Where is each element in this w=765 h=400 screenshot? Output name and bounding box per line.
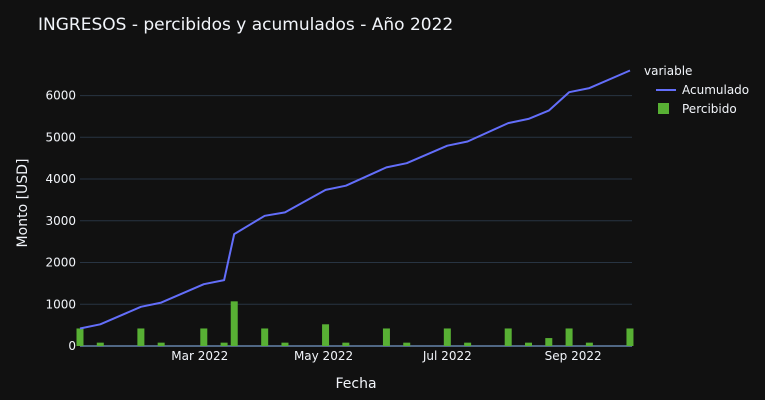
y-tick-label: 4000 <box>45 172 76 186</box>
bar[interactable] <box>565 328 573 346</box>
y-tick-label: 3000 <box>45 214 76 228</box>
legend: variable Acumulado Percibido <box>644 64 749 116</box>
bar[interactable] <box>230 301 238 346</box>
bar[interactable] <box>504 328 512 346</box>
series-line[interactable] <box>79 69 631 330</box>
x-tick-label: May 2022 <box>294 349 353 363</box>
legend-label-percibido[interactable]: Percibido <box>682 102 737 116</box>
legend-bar-swatch[interactable] <box>658 103 669 114</box>
x-axis-ticks: Mar 2022 May 2022 Jul 2022 Sep 2022 <box>171 349 601 363</box>
grid-lines <box>80 95 632 347</box>
x-tick-label: Mar 2022 <box>171 349 228 363</box>
bar[interactable] <box>76 328 84 346</box>
bar[interactable] <box>545 338 553 346</box>
bar[interactable] <box>200 328 208 346</box>
bar[interactable] <box>137 328 145 346</box>
bar[interactable] <box>322 324 330 346</box>
bar[interactable] <box>626 328 634 346</box>
y-tick-label: 5000 <box>45 130 76 144</box>
bar[interactable] <box>382 328 390 346</box>
y-axis-ticks: 0 1000 2000 3000 4000 5000 6000 <box>45 89 76 353</box>
bar[interactable] <box>157 342 165 346</box>
y-tick-label: 6000 <box>45 89 76 103</box>
bar[interactable] <box>281 342 289 346</box>
x-tick-label: Jul 2022 <box>422 349 472 363</box>
x-tick-label: Sep 2022 <box>545 349 602 363</box>
bar[interactable] <box>220 342 228 346</box>
bar[interactable] <box>585 342 593 346</box>
y-tick-label: 1000 <box>45 297 76 311</box>
bar[interactable] <box>464 342 472 346</box>
bar[interactable] <box>342 342 350 346</box>
y-tick-label: 2000 <box>45 256 76 270</box>
bar[interactable] <box>403 342 411 346</box>
y-axis-title: Monto [USD] <box>15 159 31 248</box>
bar-series-percibido <box>76 301 634 346</box>
bar[interactable] <box>96 342 104 346</box>
bar[interactable] <box>261 328 269 346</box>
x-axis-title: Fecha <box>335 376 376 392</box>
bar[interactable] <box>525 342 532 346</box>
y-tick-label: 0 <box>68 339 76 353</box>
legend-title: variable <box>644 64 692 78</box>
line-series-acumulado <box>79 69 631 330</box>
bar[interactable] <box>443 328 451 346</box>
chart-title: INGRESOS - percibidos y acumulados - Año… <box>38 15 453 35</box>
legend-label-acumulado[interactable]: Acumulado <box>682 83 749 97</box>
